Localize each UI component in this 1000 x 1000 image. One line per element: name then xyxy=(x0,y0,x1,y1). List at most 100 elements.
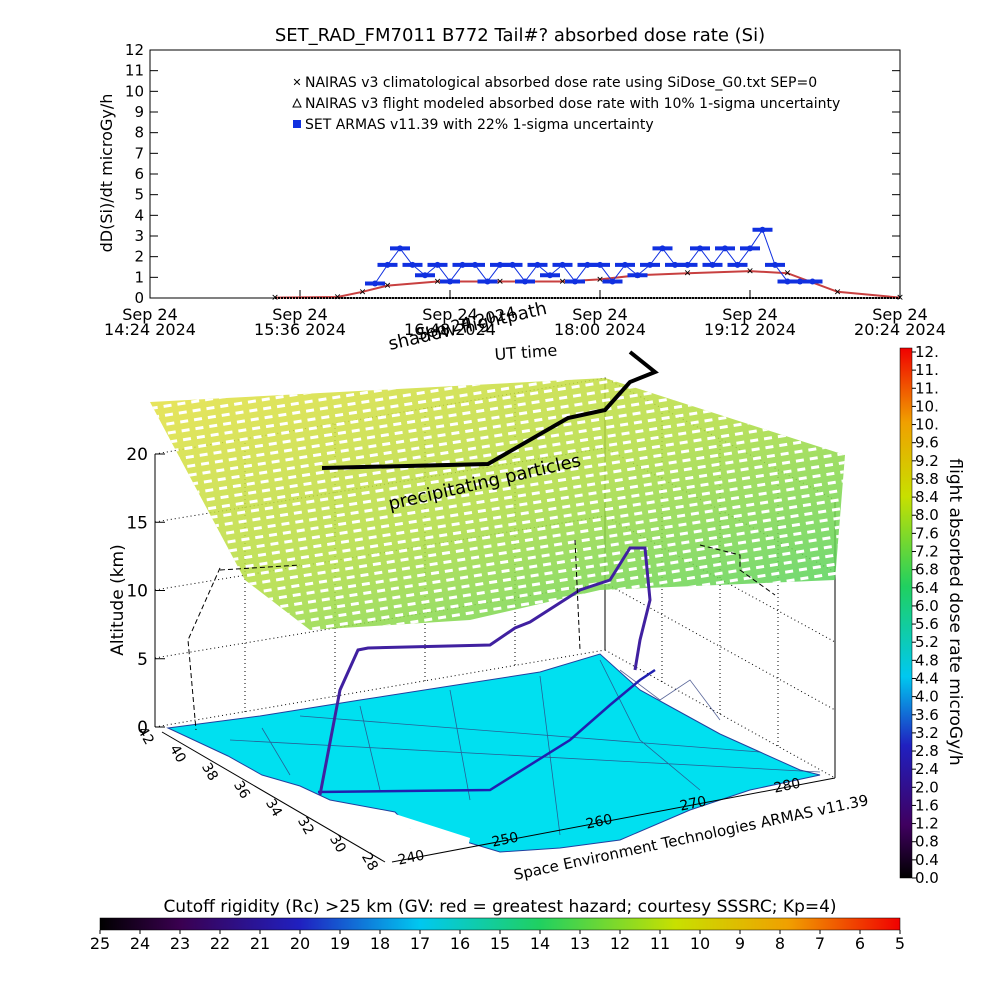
rigidity-colorbar-tick-label: 17 xyxy=(410,934,430,953)
rigidity-colorbar-gradient xyxy=(99,917,901,931)
armas-dose-point xyxy=(547,272,553,279)
armas-dose-point xyxy=(597,261,603,268)
climatological-dose-point: ✕ xyxy=(384,282,392,292)
top-y-tick-label: 1 xyxy=(134,268,144,286)
top-legend: ✕ NAIRAS v3 climatological absorbed dose … xyxy=(292,75,840,133)
top-x-tick-date: Sep 24 xyxy=(122,305,178,324)
dose-colorbar-tick-label: 0.4 xyxy=(915,851,939,869)
top-y-axis-label: dD(Si)/dt microGy/h xyxy=(97,94,116,253)
latitude-tick-label: 30 xyxy=(326,832,349,855)
top-chart-title: SET_RAD_FM7011 B772 Tail#? absorbed dose… xyxy=(275,25,765,46)
dose-colorbar-tick-label: 8.8 xyxy=(915,470,939,488)
armas-dose-point xyxy=(422,272,428,279)
armas-dose-point xyxy=(734,261,741,268)
dose-colorbar-tick-label: 4.0 xyxy=(915,688,939,706)
altitude-tick-label: 10 xyxy=(126,582,148,602)
dose-colorbar-tick-label: 6.4 xyxy=(915,579,939,597)
top-y-tick-label: 3 xyxy=(134,227,144,245)
map-borders xyxy=(229,659,821,836)
climatological-dose-point: ✕ xyxy=(496,277,504,287)
top-y-tick-label: 6 xyxy=(134,165,144,183)
climatological-dose-point: ✕ xyxy=(559,277,567,287)
ut-time-label: UT time xyxy=(494,341,558,364)
armas-dose-point xyxy=(509,261,516,268)
rigidity-colorbar-tick-label: 19 xyxy=(330,934,350,953)
top-series-layer: ✕✕✕✕✕✕✕✕✕✕✕✕✕✕ xyxy=(271,226,904,304)
armas-dose-point xyxy=(622,261,628,268)
dose-colorbar-tick-label: 8.0 xyxy=(915,506,939,524)
armas-dose-point xyxy=(772,261,778,268)
dose-colorbar-tick-label: 5.6 xyxy=(915,615,939,633)
armas-dose-point xyxy=(634,272,641,279)
rigidity-colorbar-tick-label: 23 xyxy=(170,934,190,953)
armas-dose-point xyxy=(459,261,466,268)
floor-flight-track xyxy=(317,668,656,794)
armas-dose-point xyxy=(534,261,541,268)
dose-colorbar-tick-label: 2.8 xyxy=(915,742,939,760)
armas-dose-point xyxy=(522,278,528,285)
dose-colorbar-ticks: 0.00.40.81.21.62.02.42.83.23.64.04.44.85… xyxy=(912,343,939,887)
rigidity-colorbar-tick-label: 14 xyxy=(530,934,550,953)
top-y-tick-label: 7 xyxy=(134,144,144,162)
armas-dose-point xyxy=(372,280,378,287)
dose-colorbar-tick-label: 4.4 xyxy=(915,669,939,687)
armas-dose-point xyxy=(684,261,691,268)
lat-axis-line xyxy=(161,731,386,863)
lon-axis-line xyxy=(391,777,836,863)
top-y-tick-label: 10 xyxy=(125,82,144,100)
latitude-tick-label: 42 xyxy=(134,724,157,747)
armas-dose-point xyxy=(697,245,703,252)
top-y-tick-label: 12 xyxy=(125,41,144,59)
dose-colorbar-tick-label: 0.8 xyxy=(915,833,939,851)
dose-colorbar-tick-label: 3.2 xyxy=(915,724,939,742)
armas-dose-point xyxy=(609,278,616,285)
flight-3d-plot: shadow flightpath Sep 24 2024 UT time pr… xyxy=(108,298,870,884)
armas-dose-point xyxy=(472,261,478,268)
legend-marker-x: ✕ xyxy=(292,76,301,89)
dose-colorbar-tick-label: 4.8 xyxy=(915,651,939,669)
armas-dose-point xyxy=(447,278,453,285)
armas-dose-point xyxy=(497,261,503,268)
top-x-tick-time: 16:48 2024 xyxy=(404,320,496,339)
armas-dose-point xyxy=(647,261,653,268)
altitude-tick-label: 0 xyxy=(137,718,148,738)
armas-dose-point xyxy=(559,261,566,268)
legend-entry-label: SET ARMAS v11.39 with 22% 1-sigma uncert… xyxy=(305,117,654,133)
top-y-tick-label: 5 xyxy=(134,186,144,204)
rigidity-colorbar-tick-label: 10 xyxy=(690,934,710,953)
dose-colorbar-tick-label: 2.0 xyxy=(915,778,939,796)
top-y-tick-label: 4 xyxy=(134,206,144,224)
rigidity-colorbar-ticks: 25 24 23 22 21 20 19 18 17 16 15 14 13 12 11 10 9 8 7 6 5 xyxy=(90,930,905,953)
top-x-tick-time: 15:36 2024 xyxy=(254,320,346,339)
dose-colorbar: 0.00.40.81.21.62.02.42.83.23.64.04.44.85… xyxy=(899,343,965,887)
rigidity-colorbar-tick-label: 9 xyxy=(735,934,745,953)
rigidity-colorbar-tick-label: 5 xyxy=(895,934,905,953)
climatological-dose-point: ✕ xyxy=(596,275,604,285)
armas-dose-point xyxy=(572,278,578,285)
legend-entry-label: NAIRAS v3 flight modeled absorbed dose r… xyxy=(305,96,840,112)
altitude-axis-label: Altitude (km) xyxy=(108,544,128,656)
rigidity-colorbar-tick-label: 25 xyxy=(90,934,110,953)
legend-marker-triangle xyxy=(292,97,302,108)
top-x-tick-time: 18:00 2024 xyxy=(554,320,646,339)
climatological-dose-point: ✕ xyxy=(834,288,842,298)
latitude-tick-label: 34 xyxy=(262,796,285,820)
flight-path-3d xyxy=(318,546,652,796)
climatological-dose-point: ✕ xyxy=(359,288,367,298)
top-x-tick-time: 14:24 2024 xyxy=(104,320,196,339)
armas-dose-point xyxy=(709,261,716,268)
shadow-flightpath xyxy=(321,350,659,470)
rigidity-colorbar-tick-label: 15 xyxy=(490,934,510,953)
altitude-axis: 0 5 10 15 20 xyxy=(126,445,165,738)
climatological-dose-point: ✕ xyxy=(434,277,442,287)
armas-dose-point xyxy=(397,245,403,252)
canopy-dash-overlay xyxy=(150,378,845,630)
latitude-tick-label: 32 xyxy=(294,814,317,837)
climatological-dose-point: ✕ xyxy=(784,269,792,279)
rigidity-colorbar-tick-label: 12 xyxy=(610,934,630,953)
longitude-tick-label: 280 xyxy=(772,775,801,796)
top-x-tick-date: Sep 24 xyxy=(272,305,328,324)
armas-dose-point xyxy=(797,278,803,285)
